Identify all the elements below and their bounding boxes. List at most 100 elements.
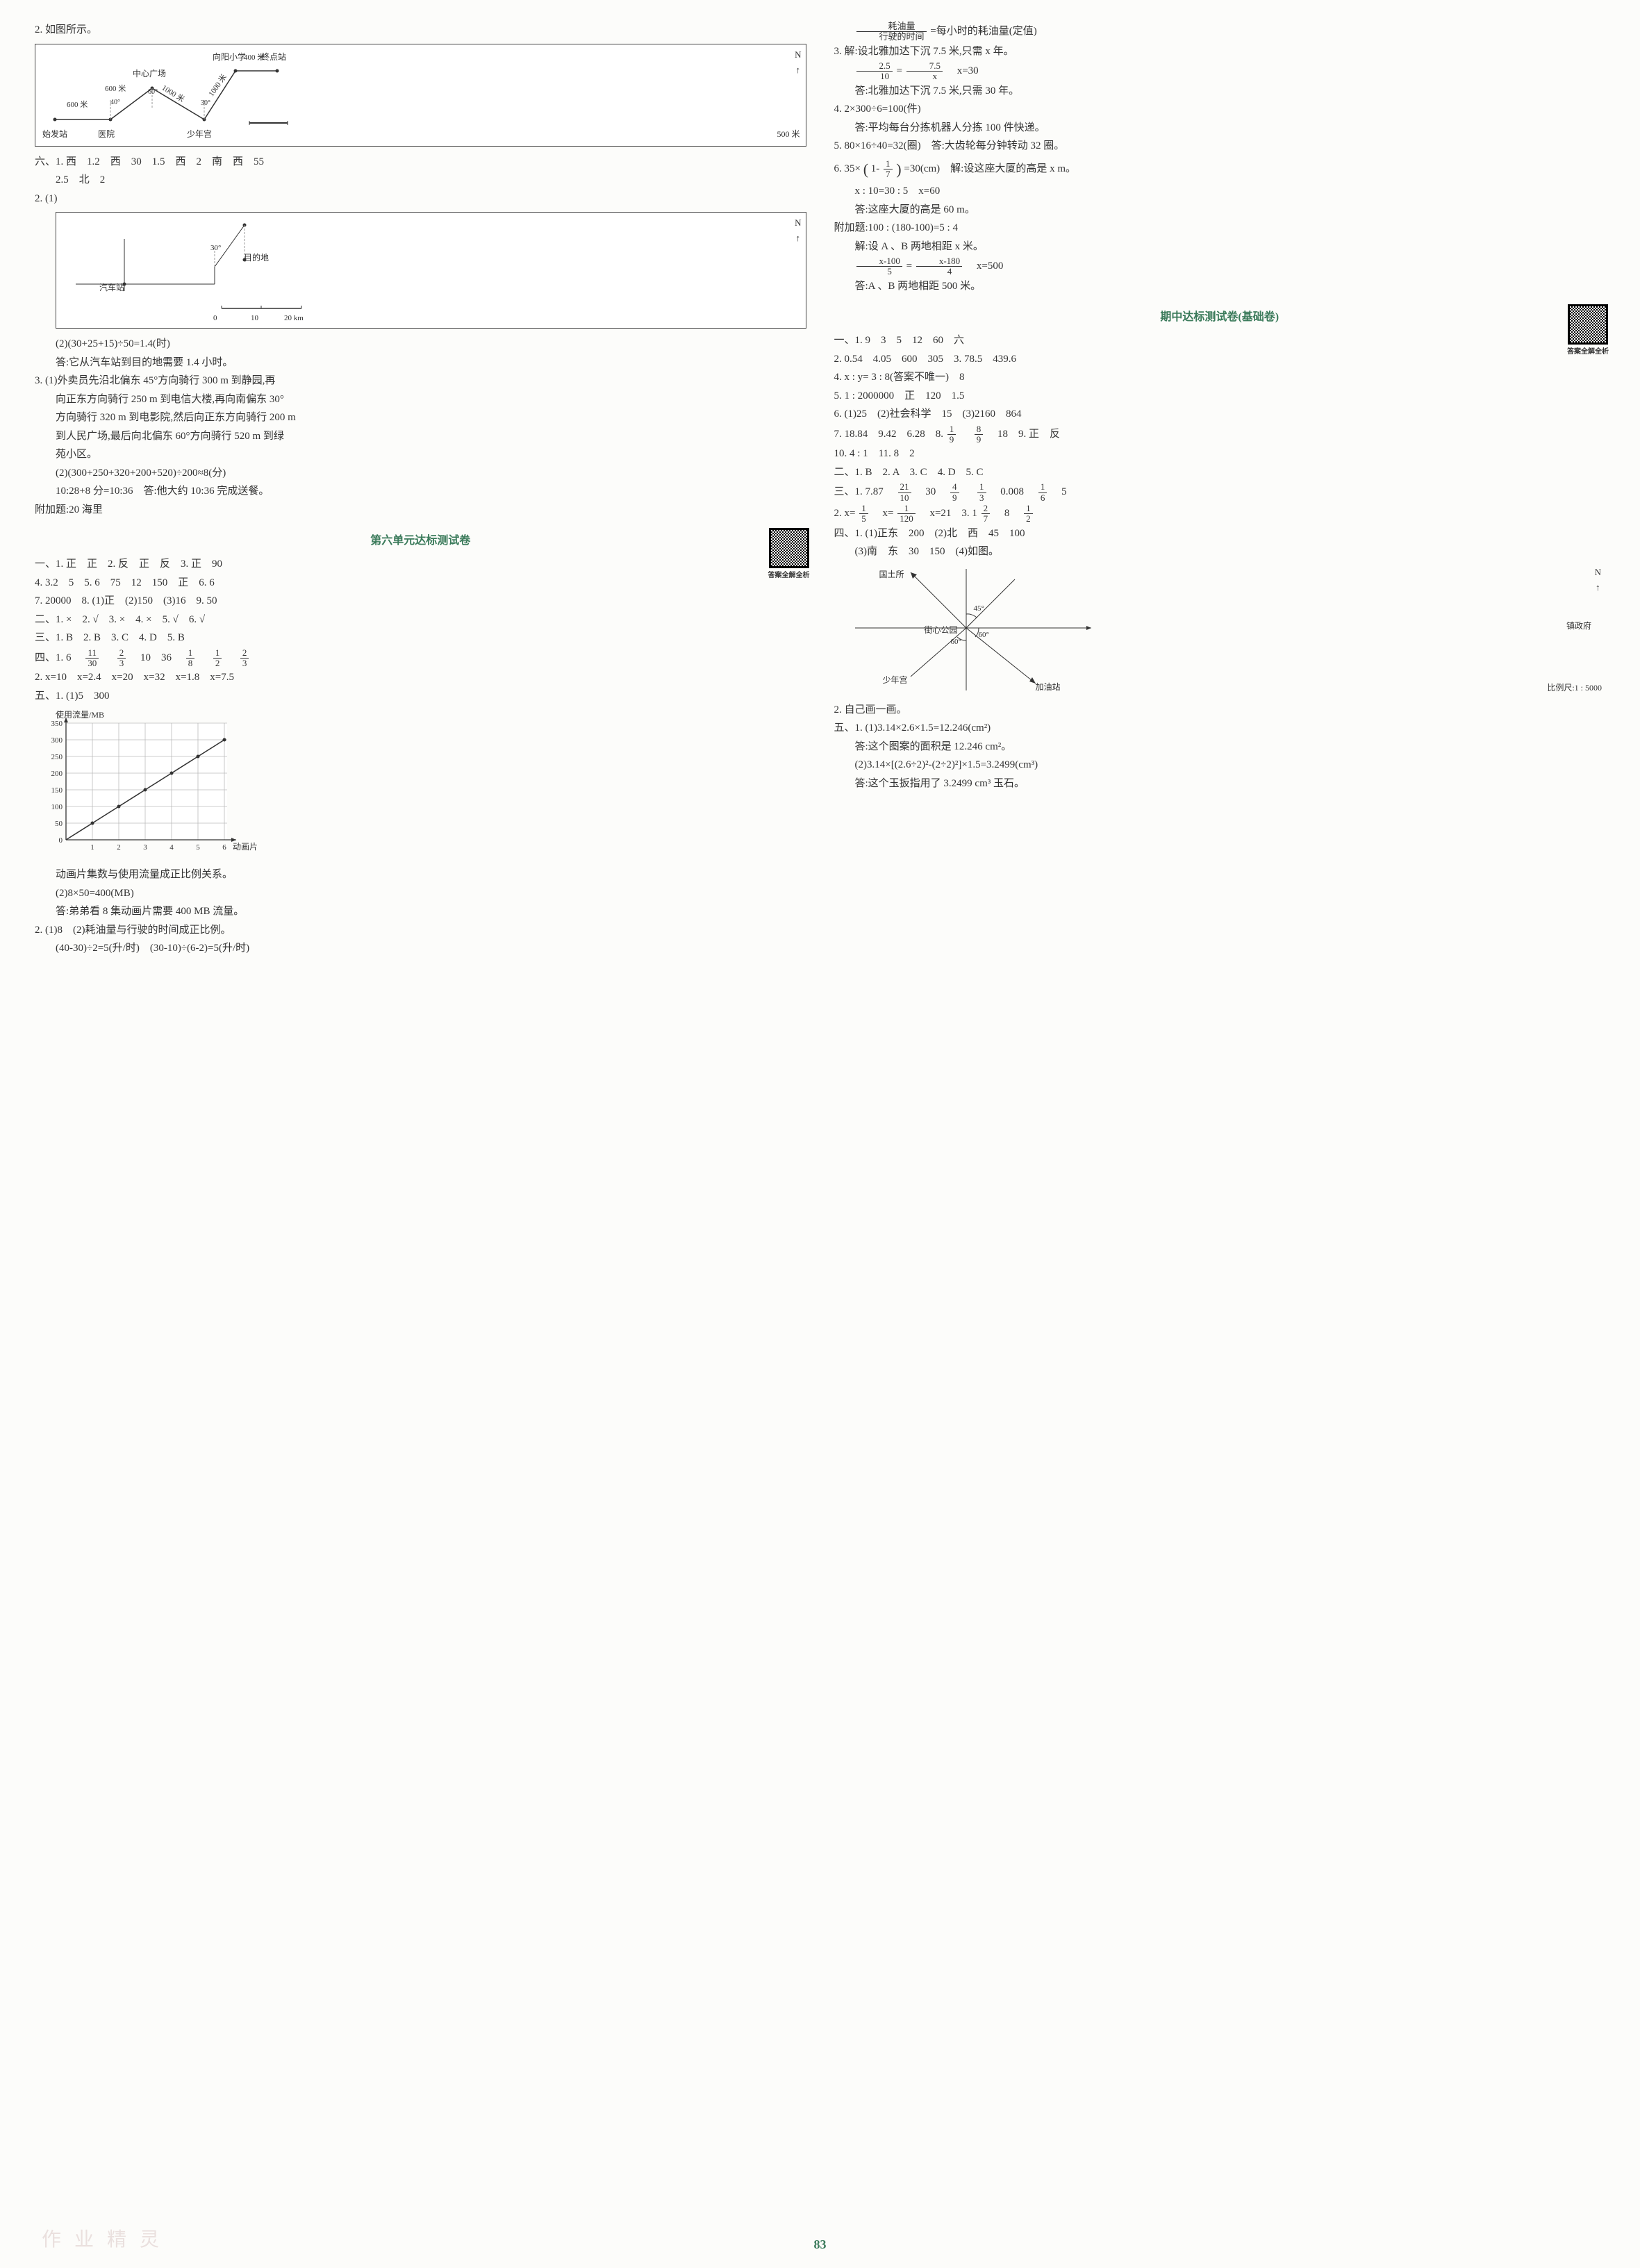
item-3-1b: 向正东方向骑行 250 m 到电信大楼,再向南偏东 30°	[35, 391, 806, 409]
svg-text:3: 3	[143, 843, 147, 852]
svg-text:200: 200	[51, 770, 63, 778]
fujia2c: 答:A 、B 两地相距 500 米。	[834, 278, 1606, 296]
svg-text:2: 2	[117, 843, 121, 852]
m-l7: 10. 4 : 1 11. 8 2	[834, 445, 1606, 463]
item-3-2a: (2)(300+250+320+200+520)÷200≈8(分)	[35, 465, 806, 483]
qr-code-2: 答案全解全析	[1567, 304, 1609, 358]
m-l1: 一、1. 9 3 5 12 60 六	[834, 332, 1606, 350]
line-chart-svg: 使用流量/MB	[35, 709, 257, 862]
m-l9: 三、1. 7.87 2110 30 49 13 0.008 16 5	[834, 482, 1606, 503]
label-dest: 目的地	[244, 251, 269, 265]
svg-text:6: 6	[222, 843, 226, 852]
m-l14: 五、1. (1)3.14×2.6×1.5=12.246(cm²)	[834, 720, 1606, 738]
item-2-1: 2. (1)	[35, 190, 806, 208]
scale-3: 比例尺:1 : 5000	[1547, 681, 1602, 695]
u6-l4: 二、1. × 2. √ 3. × 4. × 5. √ 6. √	[35, 611, 806, 629]
frac-2-3b: 23	[240, 648, 249, 669]
bus-map-svg	[62, 218, 312, 315]
svg-text:300: 300	[51, 736, 63, 745]
qr-code-1: 答案全解全析	[768, 528, 810, 581]
label-center: 中心广场	[133, 67, 166, 81]
qr-icon	[769, 528, 809, 568]
m-l5: 6. (1)25 (2)社会科学 15 (3)2160 864	[834, 406, 1606, 424]
frac-1-5: 15	[859, 504, 868, 524]
dist-600a: 600 米	[67, 99, 88, 112]
north-label: N	[795, 49, 801, 60]
u6-l2: 4. 3.2 5 5. 6 75 12 150 正 6. 6	[35, 574, 806, 593]
svg-text:50: 50	[55, 820, 63, 828]
label-land: 国土所	[879, 568, 904, 581]
m-l17: 答:这个玉扳指用了 3.2499 cm³ 玉石。	[834, 775, 1606, 793]
label-gov: 镇政府	[1566, 619, 1591, 633]
label-palace: 少年宫	[187, 127, 212, 141]
r6: 6. 35× ( 1- 17 ) =30(cm) 解:设这座大厦的高是 x m。	[834, 156, 1606, 182]
scale-20: 20 km	[284, 312, 304, 325]
six-line-2: 2.5 北 2	[35, 172, 806, 190]
r1-post: =每小时的耗油量(定值)	[930, 26, 1036, 37]
six-line-1: 六、1. 西 1.2 西 30 1.5 西 2 南 西 55	[35, 154, 806, 172]
frac-2-3a: 23	[117, 648, 126, 669]
r1: 耗油量行驶的时间 =每小时的耗油量(定值)	[834, 22, 1606, 42]
label-terminal: 终点站	[261, 50, 286, 64]
u6-l10b: (40-30)÷2=5(升/时) (30-10)÷(6-2)=5(升/时)	[35, 940, 806, 958]
label-bus: 汽车站	[99, 281, 124, 295]
frac-1-6: 16	[1038, 482, 1047, 503]
scale-10: 10	[251, 312, 258, 325]
u6-l10a: 2. (1)8 (2)耗油量与行驶的时间成正比例。	[35, 922, 806, 940]
a60b: 60°	[951, 636, 961, 649]
r3b: 答:北雅加达下沉 7.5 米,只需 30 年。	[834, 83, 1606, 101]
angle-30-2: 30°	[210, 242, 221, 255]
u6-l3: 7. 20000 8. (1)正 (2)150 (3)16 9. 50	[35, 593, 806, 611]
frac-x100-5: x-1005	[856, 256, 902, 277]
compass-svg	[834, 562, 1112, 701]
item-3-1e: 苑小区。	[35, 446, 806, 464]
angle-60: 60°	[148, 86, 158, 98]
label-school: 向阳小学	[213, 50, 246, 64]
a45: 45°	[974, 602, 984, 615]
m-l13: 2. 自己画一画。	[834, 702, 1606, 720]
m-l16: (2)3.14×[(2.6÷2)²-(2÷2)²]×1.5=3.2499(cm³…	[834, 756, 1606, 775]
frac-1-120: 1120	[897, 504, 916, 524]
svg-text:100: 100	[51, 803, 63, 811]
north-label-2: N	[795, 217, 801, 228]
m-l8: 二、1. B 2. A 3. C 4. D 5. C	[834, 464, 1606, 482]
item-3-1d: 到人民广场,最后向北偏东 60°方向骑行 520 m 到绿	[35, 428, 806, 446]
u6-l6-pre: 四、1. 6	[35, 652, 82, 663]
frac-1-2a: 12	[213, 648, 222, 669]
calc-2-2: (2)(30+25+15)÷50=1.4(时)	[35, 336, 806, 354]
chart-ylabel: 使用流量/MB	[56, 709, 104, 720]
frac-1-9: 19	[947, 424, 956, 445]
chart-xlabel: 动画片/集	[233, 841, 257, 852]
frac-2.5-10: 2.510	[856, 61, 893, 82]
figure-2-box: N↑ 汽车站 目的地 30° 0 10 20 km	[56, 212, 806, 329]
item-3-1c: 方向骑行 320 m 到电影院,然后向正东方向骑行 200 m	[35, 409, 806, 427]
frac-4-9: 49	[950, 482, 959, 503]
r6b: x : 10=30 : 5 x=60	[834, 183, 1606, 201]
angle-30: 30°	[201, 97, 210, 109]
north-indicator-2: N↑	[795, 215, 801, 246]
label-start: 始发站	[42, 127, 67, 141]
chart1-caption: 动画片集数与使用流量成正比例关系。	[35, 866, 806, 884]
frac-11-30: 1130	[85, 648, 99, 669]
frac-2-7: 27	[981, 504, 991, 524]
frac-1-2b: 12	[1024, 504, 1033, 524]
frac-1-7: 17	[884, 159, 893, 180]
right-column: 耗油量行驶的时间 =每小时的耗油量(定值) 3. 解:设北雅加达下沉 7.5 米…	[834, 21, 1606, 959]
north-indicator-3: N↑	[1595, 565, 1601, 595]
watermark: 作 业 精 灵	[42, 2224, 163, 2257]
item-3-1a: 3. (1)外卖员先沿北偏东 45°方向骑行 300 m 到静园,再	[35, 372, 806, 390]
r4b: 答:平均每台分拣机器人分拣 100 件快递。	[834, 119, 1606, 138]
r5: 5. 80×16÷40=32(圈) 答:大齿轮每分钟转动 32 圈。	[834, 138, 1606, 156]
svg-text:1: 1	[90, 843, 94, 852]
qr-icon-2	[1568, 304, 1608, 345]
figure-1-box: N↑ 始发站 医院 中心广场 少年宫 向阳小学 终点站 600 米 600 米 …	[35, 44, 806, 147]
dist-600b: 600 米	[105, 83, 126, 96]
label-hospital: 医院	[98, 127, 115, 141]
label-gas: 加油站	[1036, 680, 1061, 694]
r3a: 3. 解:设北雅加达下沉 7.5 米,只需 x 年。	[834, 43, 1606, 61]
unit6-title-text: 第六单元达标测试卷	[370, 535, 470, 547]
frac-1-8: 18	[186, 648, 195, 669]
frac-x180-4: x-1804	[916, 256, 962, 277]
ans-2-2: 答:它从汽车站到目的地需要 1.4 小时。	[35, 354, 806, 372]
frac-8-9: 89	[975, 424, 984, 445]
